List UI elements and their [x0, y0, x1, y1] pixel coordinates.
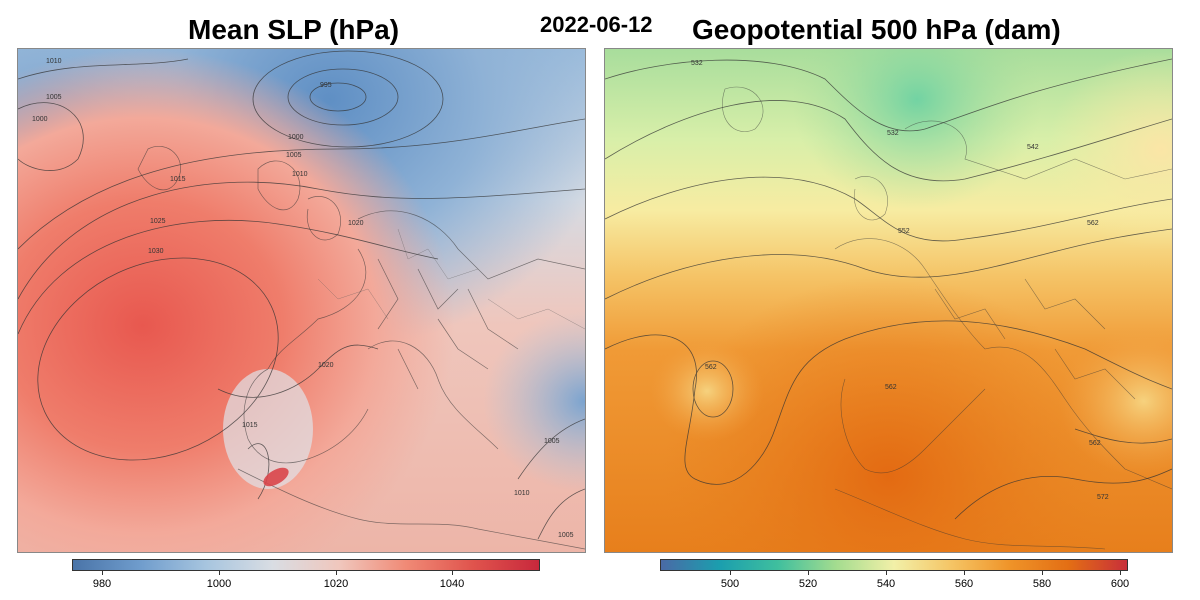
contour-label: 1010 — [46, 58, 62, 65]
contour-label: 572 — [1097, 494, 1109, 501]
slp-colorbar-tick-label: 980 — [92, 578, 112, 590]
contour-label: 1030 — [148, 248, 164, 255]
geopotential-colorbar-tick — [730, 571, 731, 575]
contour-label: 562 — [1087, 220, 1099, 227]
geopotential-colorbar-tick-label: 540 — [876, 578, 896, 590]
geopotential-colorbar-tick-label: 560 — [954, 578, 974, 590]
contour-label: 532 — [691, 60, 703, 67]
geopotential-colorbar-tick-label: 520 — [798, 578, 818, 590]
geopotential-map: 532 532 542 552 562 562 562 562 572 — [605, 49, 1172, 552]
contour-label: 562 — [885, 384, 897, 391]
slp-map-panel: 1010 1005 1000 995 1000 1005 1010 1015 1… — [17, 48, 586, 553]
geopotential-colorbar-tick — [886, 571, 887, 575]
geopotential-colorbar-tick — [1042, 571, 1043, 575]
contour-label: 562 — [1089, 440, 1101, 447]
geopotential-colorbar-tick-label: 580 — [1032, 578, 1052, 590]
contour-label: 1015 — [170, 176, 186, 183]
geopotential-map-panel: 532 532 542 552 562 562 562 562 572 — [604, 48, 1173, 553]
slp-colorbar-tick-label: 1040 — [439, 578, 465, 590]
slp-map: 1010 1005 1000 995 1000 1005 1010 1015 1… — [18, 49, 585, 552]
geopotential-colorbar-tick-label: 600 — [1110, 578, 1130, 590]
contour-label: 1010 — [292, 171, 308, 178]
geopotential-colorbar — [660, 559, 1128, 571]
contour-label: 1020 — [318, 362, 334, 369]
contour-label: 1005 — [558, 532, 574, 539]
slp-panel-title: Mean SLP (hPa) — [188, 14, 400, 45]
contour-label: 1005 — [544, 438, 560, 445]
contour-label: 562 — [705, 364, 717, 371]
contour-label: 542 — [1027, 144, 1039, 151]
contour-label: 552 — [898, 228, 910, 235]
contour-label: 1005 — [46, 94, 62, 101]
contour-label: 1010 — [514, 490, 530, 497]
contour-label: 1020 — [348, 220, 364, 227]
contour-label: 1000 — [32, 116, 48, 123]
slp-colorbar — [72, 559, 540, 571]
geopotential-colorbar-tick — [1120, 571, 1121, 575]
date-label: 2022-06-12 — [540, 12, 653, 37]
geopotential-panel-title: Geopotential 500 hPa (dam) — [692, 14, 1061, 45]
geopotential-colorbar-tick — [808, 571, 809, 575]
geopotential-colorbar-tick — [964, 571, 965, 575]
contour-label: 1015 — [242, 422, 258, 429]
contour-label: 1005 — [286, 152, 302, 159]
slp-colorbar-tick-label: 1020 — [323, 578, 349, 590]
contour-label: 532 — [887, 130, 899, 137]
slp-colorbar-tick-label: 1000 — [206, 578, 232, 590]
slp-colorbar-tick — [452, 571, 453, 575]
geopotential-colorbar-tick-label: 500 — [720, 578, 740, 590]
slp-colorbar-tick — [219, 571, 220, 575]
contour-label: 1000 — [288, 134, 304, 141]
contour-label: 1025 — [150, 218, 166, 225]
slp-colorbar-tick — [102, 571, 103, 575]
slp-colorbar-tick — [336, 571, 337, 575]
contour-label: 995 — [320, 82, 332, 89]
